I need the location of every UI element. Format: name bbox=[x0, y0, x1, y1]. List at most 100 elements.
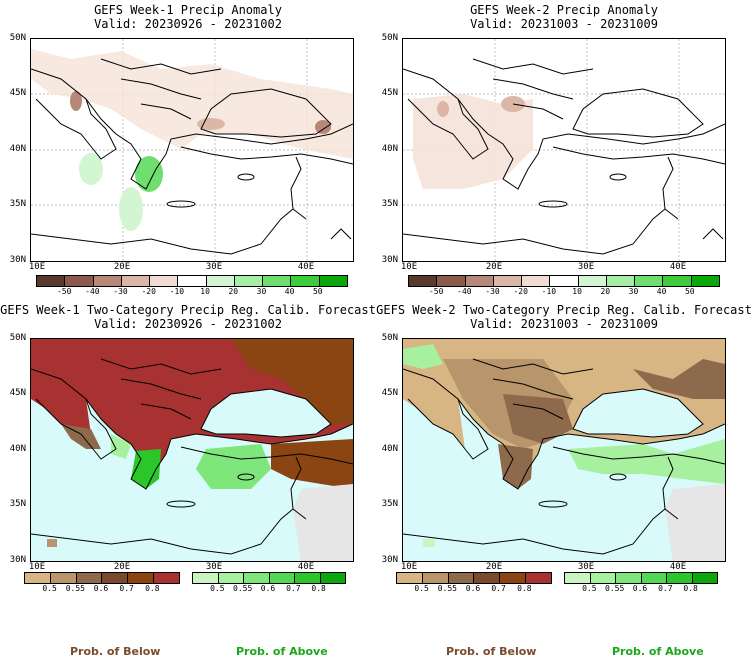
anomaly-colorbar-swatch bbox=[409, 276, 438, 286]
below-colorbar-swatch bbox=[474, 573, 501, 583]
above-colorbar-tick-label: 0.7 bbox=[286, 584, 301, 593]
lon-label: 30E bbox=[205, 562, 223, 572]
above-colorbar-swatch bbox=[218, 573, 244, 583]
lat-label: 45N bbox=[381, 388, 398, 398]
prob-below-label: Prob. of Below bbox=[446, 645, 537, 658]
anomaly-colorbar-tick-label: 30 bbox=[256, 287, 267, 296]
panel-valid-dates: Valid: 20230926 - 20231002 bbox=[94, 17, 282, 31]
below-colorbar-tick-label: 0.8 bbox=[145, 584, 160, 593]
lat-label: 30N bbox=[381, 555, 398, 565]
anomaly-colorbar-swatch bbox=[319, 276, 347, 286]
panel-valid-dates: Valid: 20230926 - 20231002 bbox=[94, 317, 282, 331]
anomaly-colorbar-swatch bbox=[178, 276, 207, 286]
map-graphic bbox=[31, 339, 353, 561]
anomaly-colorbar-tick-label: 30 bbox=[628, 287, 639, 296]
anomaly-colorbar-tick-label: -10 bbox=[541, 287, 557, 296]
below-colorbar-swatch bbox=[397, 573, 423, 583]
probability-map bbox=[402, 338, 726, 562]
anomaly-colorbar-swatch bbox=[522, 276, 551, 286]
below-colorbar-tick-label: 0.5 bbox=[42, 584, 57, 593]
below-colorbar-swatch bbox=[128, 573, 155, 583]
lon-label: 30E bbox=[577, 262, 595, 272]
anomaly-map bbox=[30, 38, 354, 262]
below-colorbar-swatch bbox=[102, 573, 129, 583]
lon-label: 40E bbox=[669, 262, 687, 272]
panel-title: GEFS Week-2 Precip Anomaly bbox=[470, 3, 658, 17]
lat-label: 35N bbox=[9, 199, 26, 209]
prob-above-label: Prob. of Above bbox=[236, 645, 328, 658]
anomaly-colorbar-tick-label: -20 bbox=[513, 287, 528, 296]
anomaly-colorbar-tick-label: 10 bbox=[572, 287, 582, 296]
anomaly-map bbox=[402, 38, 726, 262]
lon-label: 30E bbox=[577, 562, 595, 572]
below-colorbar-tick-label: 0.7 bbox=[119, 584, 134, 593]
lat-label: 45N bbox=[9, 88, 26, 98]
anomaly-colorbar-swatch bbox=[65, 276, 94, 286]
panel-title: GEFS Week-1 Precip Anomaly bbox=[94, 3, 282, 17]
above-colorbar-swatch bbox=[244, 573, 270, 583]
above-colorbar-labels: 0.5 0.55 0.6 0.7 0.8 bbox=[192, 584, 344, 594]
lat-label: 40N bbox=[381, 444, 398, 454]
lon-label: 10E bbox=[28, 562, 46, 572]
panel-week1-two-category: GEFS Week-1 Two-Category Precip Reg. Cal… bbox=[0, 300, 376, 600]
panel-title: GEFS Week-2 Two-Category Precip Reg. Cal… bbox=[376, 303, 752, 317]
below-colorbar-labels: 0.5 0.55 0.6 0.7 0.8 bbox=[24, 584, 178, 594]
anomaly-colorbar bbox=[408, 275, 720, 287]
anomaly-colorbar-tick-label: 40 bbox=[656, 287, 667, 296]
anomaly-colorbar bbox=[36, 275, 348, 287]
anomaly-colorbar-swatch bbox=[150, 276, 179, 286]
lat-label: 40N bbox=[9, 144, 26, 154]
above-colorbar-swatch bbox=[565, 573, 591, 583]
anomaly-colorbar-swatch bbox=[606, 276, 636, 286]
panel-title: GEFS Week-1 Two-Category Precip Reg. Cal… bbox=[0, 303, 376, 317]
anomaly-colorbar-swatch bbox=[37, 276, 66, 286]
above-colorbar-tick-label: 0.8 bbox=[683, 584, 698, 593]
below-colorbar-swatch bbox=[25, 573, 51, 583]
below-colorbar-swatch bbox=[50, 573, 77, 583]
anomaly-colorbar-tick-label: -50 bbox=[428, 287, 444, 296]
above-colorbar-swatch bbox=[320, 573, 345, 583]
panel-week2-anomaly: GEFS Week-2 Precip Anomaly Valid: 202310… bbox=[376, 0, 752, 300]
below-colorbar-swatch bbox=[76, 573, 103, 583]
above-colorbar-tick-label: 0.7 bbox=[658, 584, 673, 593]
anomaly-colorbar-swatch bbox=[663, 276, 692, 286]
anomaly-colorbar-swatch bbox=[465, 276, 494, 286]
lat-label: 40N bbox=[9, 444, 26, 454]
lat-label: 35N bbox=[9, 499, 26, 509]
below-colorbar-swatch bbox=[526, 573, 551, 583]
anomaly-colorbar-swatch bbox=[234, 276, 264, 286]
anomaly-colorbar-swatch bbox=[206, 276, 235, 286]
below-colorbar-tick-label: 0.55 bbox=[437, 584, 457, 593]
above-colorbar-tick-label: 0.5 bbox=[210, 584, 225, 593]
prob-above-label: Prob. of Above bbox=[612, 645, 704, 658]
anomaly-colorbar-tick-label: -40 bbox=[85, 287, 100, 296]
lat-label: 45N bbox=[9, 388, 26, 398]
map-graphic bbox=[403, 39, 725, 261]
lat-label: 50N bbox=[381, 333, 398, 343]
above-colorbar-swatch bbox=[590, 573, 616, 583]
anomaly-colorbar-swatch bbox=[578, 276, 607, 286]
above-colorbar-swatch bbox=[692, 573, 717, 583]
lon-label: 20E bbox=[113, 562, 131, 572]
panel-week2-two-category: GEFS Week-2 Two-Category Precip Reg. Cal… bbox=[376, 300, 752, 600]
lon-label: 10E bbox=[400, 262, 418, 272]
below-colorbar-tick-label: 0.6 bbox=[465, 584, 481, 593]
anomaly-colorbar-tick-label: 20 bbox=[600, 287, 611, 296]
anomaly-colorbar-tick-label: 50 bbox=[684, 287, 695, 296]
above-colorbar-labels: 0.5 0.55 0.6 0.7 0.8 bbox=[564, 584, 716, 594]
below-colorbar bbox=[24, 572, 180, 584]
anomaly-colorbar-labels: -50 -40 -30 -20 -10 10 20 30 40 50 bbox=[408, 287, 718, 297]
anomaly-colorbar-swatch bbox=[635, 276, 664, 286]
lat-label: 35N bbox=[381, 499, 398, 509]
above-colorbar-tick-label: 0.6 bbox=[260, 584, 276, 593]
above-colorbar-swatch bbox=[641, 573, 667, 583]
anomaly-colorbar-swatch bbox=[263, 276, 292, 286]
lon-label: 20E bbox=[113, 262, 131, 272]
above-colorbar-tick-label: 0.5 bbox=[582, 584, 597, 593]
below-colorbar-swatch bbox=[154, 573, 179, 583]
lon-label: 20E bbox=[485, 562, 503, 572]
lat-label: 50N bbox=[9, 333, 26, 343]
above-colorbar-tick-label: 0.55 bbox=[233, 584, 253, 593]
lon-label: 40E bbox=[297, 562, 315, 572]
lon-label: 10E bbox=[400, 562, 418, 572]
